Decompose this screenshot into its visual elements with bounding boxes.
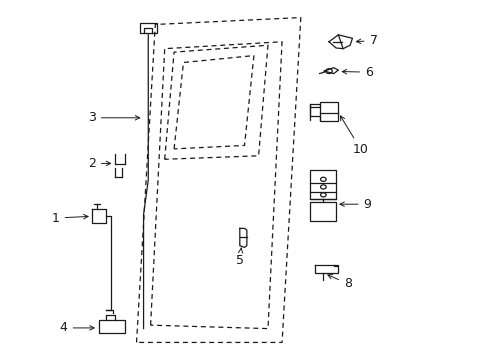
Bar — [99, 320, 124, 333]
Text: 1: 1 — [52, 212, 88, 225]
Bar — [309, 170, 335, 199]
Bar — [319, 102, 338, 121]
Text: 9: 9 — [339, 198, 371, 211]
Text: 10: 10 — [340, 116, 368, 156]
Text: 8: 8 — [327, 275, 351, 290]
Text: 2: 2 — [88, 157, 110, 170]
Text: 5: 5 — [235, 248, 244, 267]
Text: 4: 4 — [60, 321, 94, 334]
Bar — [309, 202, 335, 221]
Bar — [140, 23, 156, 33]
Text: 7: 7 — [356, 34, 377, 47]
Text: 6: 6 — [342, 66, 372, 79]
Text: 3: 3 — [88, 111, 140, 124]
